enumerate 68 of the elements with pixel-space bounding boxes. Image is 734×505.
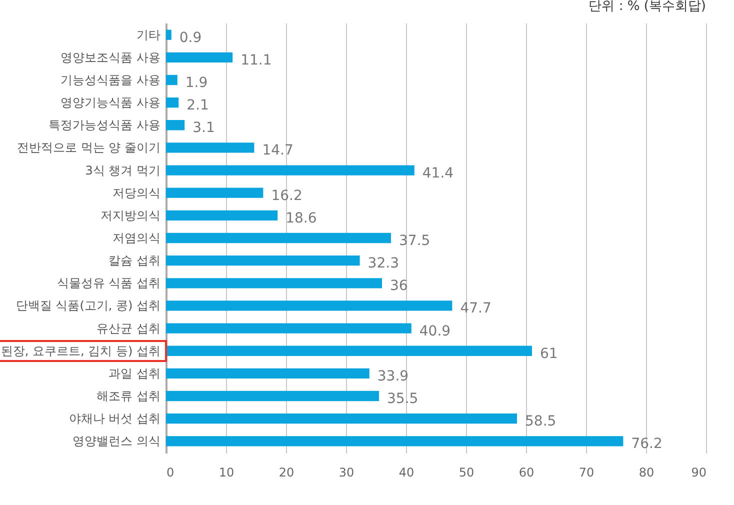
y-tick-label: 전반적으로 먹는 양 줄이기 <box>17 140 160 155</box>
bar <box>166 52 233 62</box>
data-label: 40.9 <box>419 323 451 340</box>
bar <box>166 232 391 244</box>
data-label: 16.2 <box>271 188 302 204</box>
y-tick-label: 식물성유 식품 섭취 <box>56 276 160 290</box>
bar <box>166 188 264 198</box>
x-tick-label: 80 <box>638 466 654 480</box>
x-tick-label: 40 <box>398 466 414 480</box>
data-label: 1.9 <box>185 74 208 91</box>
data-label: 61 <box>540 346 558 362</box>
bar <box>166 368 370 379</box>
bar <box>166 97 179 108</box>
y-tick-label: 저지방의식 <box>100 208 160 222</box>
y-tick-label: 3식 챙겨 먹기 <box>85 163 160 178</box>
data-label: 18.6 <box>286 210 317 226</box>
bar <box>166 120 185 130</box>
bar <box>166 436 624 446</box>
bar <box>166 414 517 424</box>
data-label: 2.1 <box>186 98 209 114</box>
bar <box>166 390 379 402</box>
data-label: 11.1 <box>240 52 272 68</box>
y-tick-label: 된장, 요쿠르트, 김치 등) 섭취 <box>0 344 160 358</box>
data-label: 36 <box>390 278 408 294</box>
bar <box>166 255 360 266</box>
data-label: 41.4 <box>422 165 454 182</box>
x-tick-label: 60 <box>518 466 534 480</box>
y-tick-label: 특정가능성식품 사용 <box>48 118 160 132</box>
data-label: 76.2 <box>631 436 662 452</box>
data-label: 37.5 <box>399 233 430 249</box>
bar <box>166 30 172 40</box>
data-label: 0.9 <box>179 30 202 46</box>
x-tick-label: 90 <box>691 466 706 480</box>
data-label: 14.7 <box>262 142 294 159</box>
bar <box>166 278 382 288</box>
x-tick-label: 10 <box>218 466 234 480</box>
x-tick-label: 20 <box>278 466 294 480</box>
y-tick-label: 영양밸런스 의식 <box>72 434 160 448</box>
y-tick-label: 기타 <box>136 28 160 42</box>
bar <box>166 346 532 356</box>
data-label: 33.9 <box>377 368 409 384</box>
data-label: 35.5 <box>387 391 418 408</box>
text: 단위 : % (복수회답) <box>588 0 706 14</box>
y-tick-label: 유산균 섭취 <box>96 321 160 336</box>
y-tick-label: 기능성식품을 사용 <box>60 72 160 87</box>
y-tick-label: 단백질 식품(고기, 콩) 섭취 <box>16 298 160 313</box>
y-tick-label: 해조류 섭취 <box>96 389 160 404</box>
y-tick-label: 과일 섭취 <box>108 366 160 380</box>
y-tick-label: 칼슘 섭취 <box>108 254 160 268</box>
bar <box>166 323 412 334</box>
x-tick-label: 0 <box>166 466 174 480</box>
x-tick-label: 50 <box>458 466 474 480</box>
bar <box>166 300 452 311</box>
bar <box>166 210 278 221</box>
data-label: 58.5 <box>525 414 556 430</box>
data-label: 3.1 <box>192 120 215 136</box>
data-label: 32.3 <box>368 256 399 272</box>
bar <box>166 165 414 176</box>
y-tick-label: 야채나 버섯 섭취 <box>68 412 160 426</box>
y-tick-label: 영양기능식품 사용 <box>60 96 160 110</box>
x-tick-label: 70 <box>578 466 594 480</box>
bar <box>166 142 254 153</box>
x-tick-label: 30 <box>338 466 354 480</box>
y-tick-label: 영양보조식품 사용 <box>60 50 160 64</box>
y-tick-label: 저염의식 <box>112 231 160 245</box>
y-tick-label: 저당의식 <box>112 186 160 200</box>
bar <box>166 74 178 86</box>
data-label: 47.7 <box>460 300 492 317</box>
